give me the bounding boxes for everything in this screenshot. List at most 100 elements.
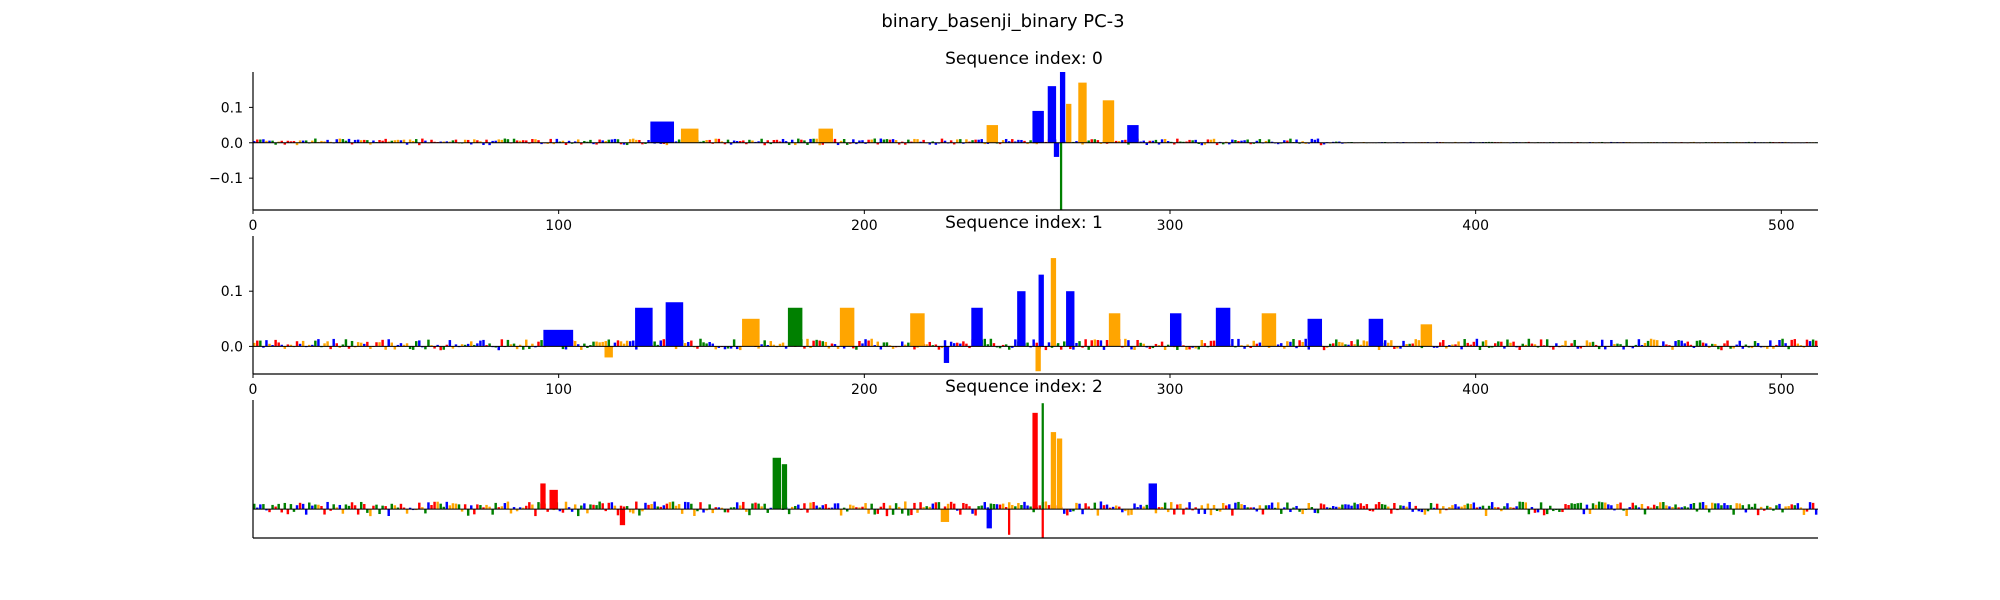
logo-letter-G <box>739 346 742 351</box>
logo-letter-C <box>980 139 983 143</box>
logo-letter-C <box>262 139 265 143</box>
logo-letter-T <box>876 509 880 514</box>
logo-letter-G <box>839 509 843 516</box>
logo-letter-A <box>314 504 317 510</box>
logo-letter-A <box>344 504 348 510</box>
logo-letter-G <box>1707 346 1711 348</box>
logo-letter-G <box>1200 505 1204 510</box>
logo-letter-G <box>864 503 867 510</box>
logo-peak-G <box>1066 103 1072 143</box>
logo-letter-T <box>283 142 287 145</box>
logo-letter-C <box>1457 506 1460 510</box>
logo-letter-T <box>711 142 714 144</box>
logo-letter-T <box>934 502 938 510</box>
logo-letter-A <box>1078 341 1081 347</box>
logo-letter-C <box>418 340 421 347</box>
logo-letter-A <box>1356 339 1359 347</box>
logo-letter-C <box>1448 345 1451 347</box>
logo-letter-A <box>466 509 470 516</box>
logo-letter-G <box>809 502 812 510</box>
logo-letter-A <box>415 341 418 347</box>
logo-letter-C <box>1099 501 1103 510</box>
logo-letter-G <box>1671 346 1674 350</box>
logo-letter-G <box>1585 340 1589 347</box>
logo-letter-A <box>1622 509 1625 511</box>
logo-letter-T <box>1359 503 1362 510</box>
logo-letter-A <box>1717 346 1720 350</box>
logo-letter-A <box>751 503 754 510</box>
logo-letter-C <box>836 503 840 510</box>
logo-letter-G <box>1738 503 1741 510</box>
logo-letter-C <box>833 503 837 510</box>
logo-letter-C <box>448 340 452 347</box>
logo-peak-A <box>787 307 803 347</box>
logo-letter-C <box>956 509 959 511</box>
logo-letter-G <box>824 341 828 347</box>
logo-letter-C <box>1347 504 1350 510</box>
logo-letter-C <box>1191 346 1194 348</box>
x-tick-label: 100 <box>545 382 572 398</box>
logo-letter-C <box>1420 509 1424 513</box>
logo-peak-G <box>940 509 950 522</box>
logo-letter-G <box>1011 504 1014 510</box>
logo-letter-C <box>1460 346 1463 350</box>
logo-letter-G <box>341 509 345 514</box>
logo-letter-T <box>619 142 623 145</box>
logo-letter-T <box>968 141 971 143</box>
logo-letter-C <box>635 346 638 350</box>
logo-letter-A <box>537 502 540 510</box>
logo-letter-G <box>430 345 433 347</box>
logo-letter-G <box>1377 346 1381 351</box>
logo-letter-C <box>405 142 409 145</box>
logo-letter-G <box>1494 507 1497 510</box>
logo-letter-C <box>1194 139 1197 143</box>
logo-letter-A <box>769 142 773 145</box>
logo-letter-T <box>806 509 809 513</box>
logo-letter-G <box>500 139 504 143</box>
logo-letter-G <box>628 509 632 513</box>
logo-letter-A <box>1686 507 1690 510</box>
logo-letter-T <box>638 139 641 143</box>
logo-letter-C <box>1640 345 1644 347</box>
logo-letter-C <box>1613 509 1616 511</box>
logo-letter-A <box>1573 503 1576 510</box>
logo-letter-T <box>295 341 299 347</box>
logo-letter-G <box>1759 506 1763 510</box>
logo-letter-A <box>1518 501 1521 510</box>
logo-letter-C <box>662 505 666 510</box>
logo-letter-T <box>286 344 290 347</box>
logo-peak-C <box>1017 291 1026 347</box>
logo-letter-G <box>641 509 644 512</box>
logo-peak-G <box>1050 432 1057 510</box>
logo-letter-G <box>778 343 782 347</box>
logo-letter-A <box>1093 502 1097 510</box>
logo-letter-C <box>1741 346 1745 349</box>
logo-letter-G <box>1096 509 1100 516</box>
logo-letter-T <box>1059 346 1063 350</box>
logo-letter-C <box>1796 503 1800 510</box>
logo-letter-C <box>470 505 473 510</box>
logo-letter-G <box>1130 509 1133 515</box>
logo-letter-C <box>372 140 375 143</box>
logo-letter-T <box>546 509 549 512</box>
logo-letter-T <box>888 139 892 143</box>
logo-letter-C <box>977 139 980 143</box>
logo-letter-C <box>852 139 855 143</box>
logo-letter-C <box>644 502 647 510</box>
logo-letter-C <box>583 503 586 510</box>
logo-peak-C <box>665 302 684 347</box>
logo-letter-C <box>1270 502 1274 510</box>
logo-letter-T <box>601 503 604 510</box>
logo-letter-T <box>482 507 485 510</box>
logo-letter-C <box>1127 340 1130 347</box>
logo-letter-A <box>891 509 895 515</box>
logo-letter-C <box>1289 509 1292 513</box>
logo-letter-G <box>1185 346 1188 350</box>
x-tick-label: 300 <box>1157 218 1184 234</box>
logo-letter-G <box>922 507 925 510</box>
logo-letter-C <box>1338 141 1341 143</box>
logo-letter-T <box>937 346 941 350</box>
logo-letter-G <box>1448 507 1451 510</box>
logo-letter-C <box>732 140 736 143</box>
logo-letter-G <box>488 506 491 510</box>
